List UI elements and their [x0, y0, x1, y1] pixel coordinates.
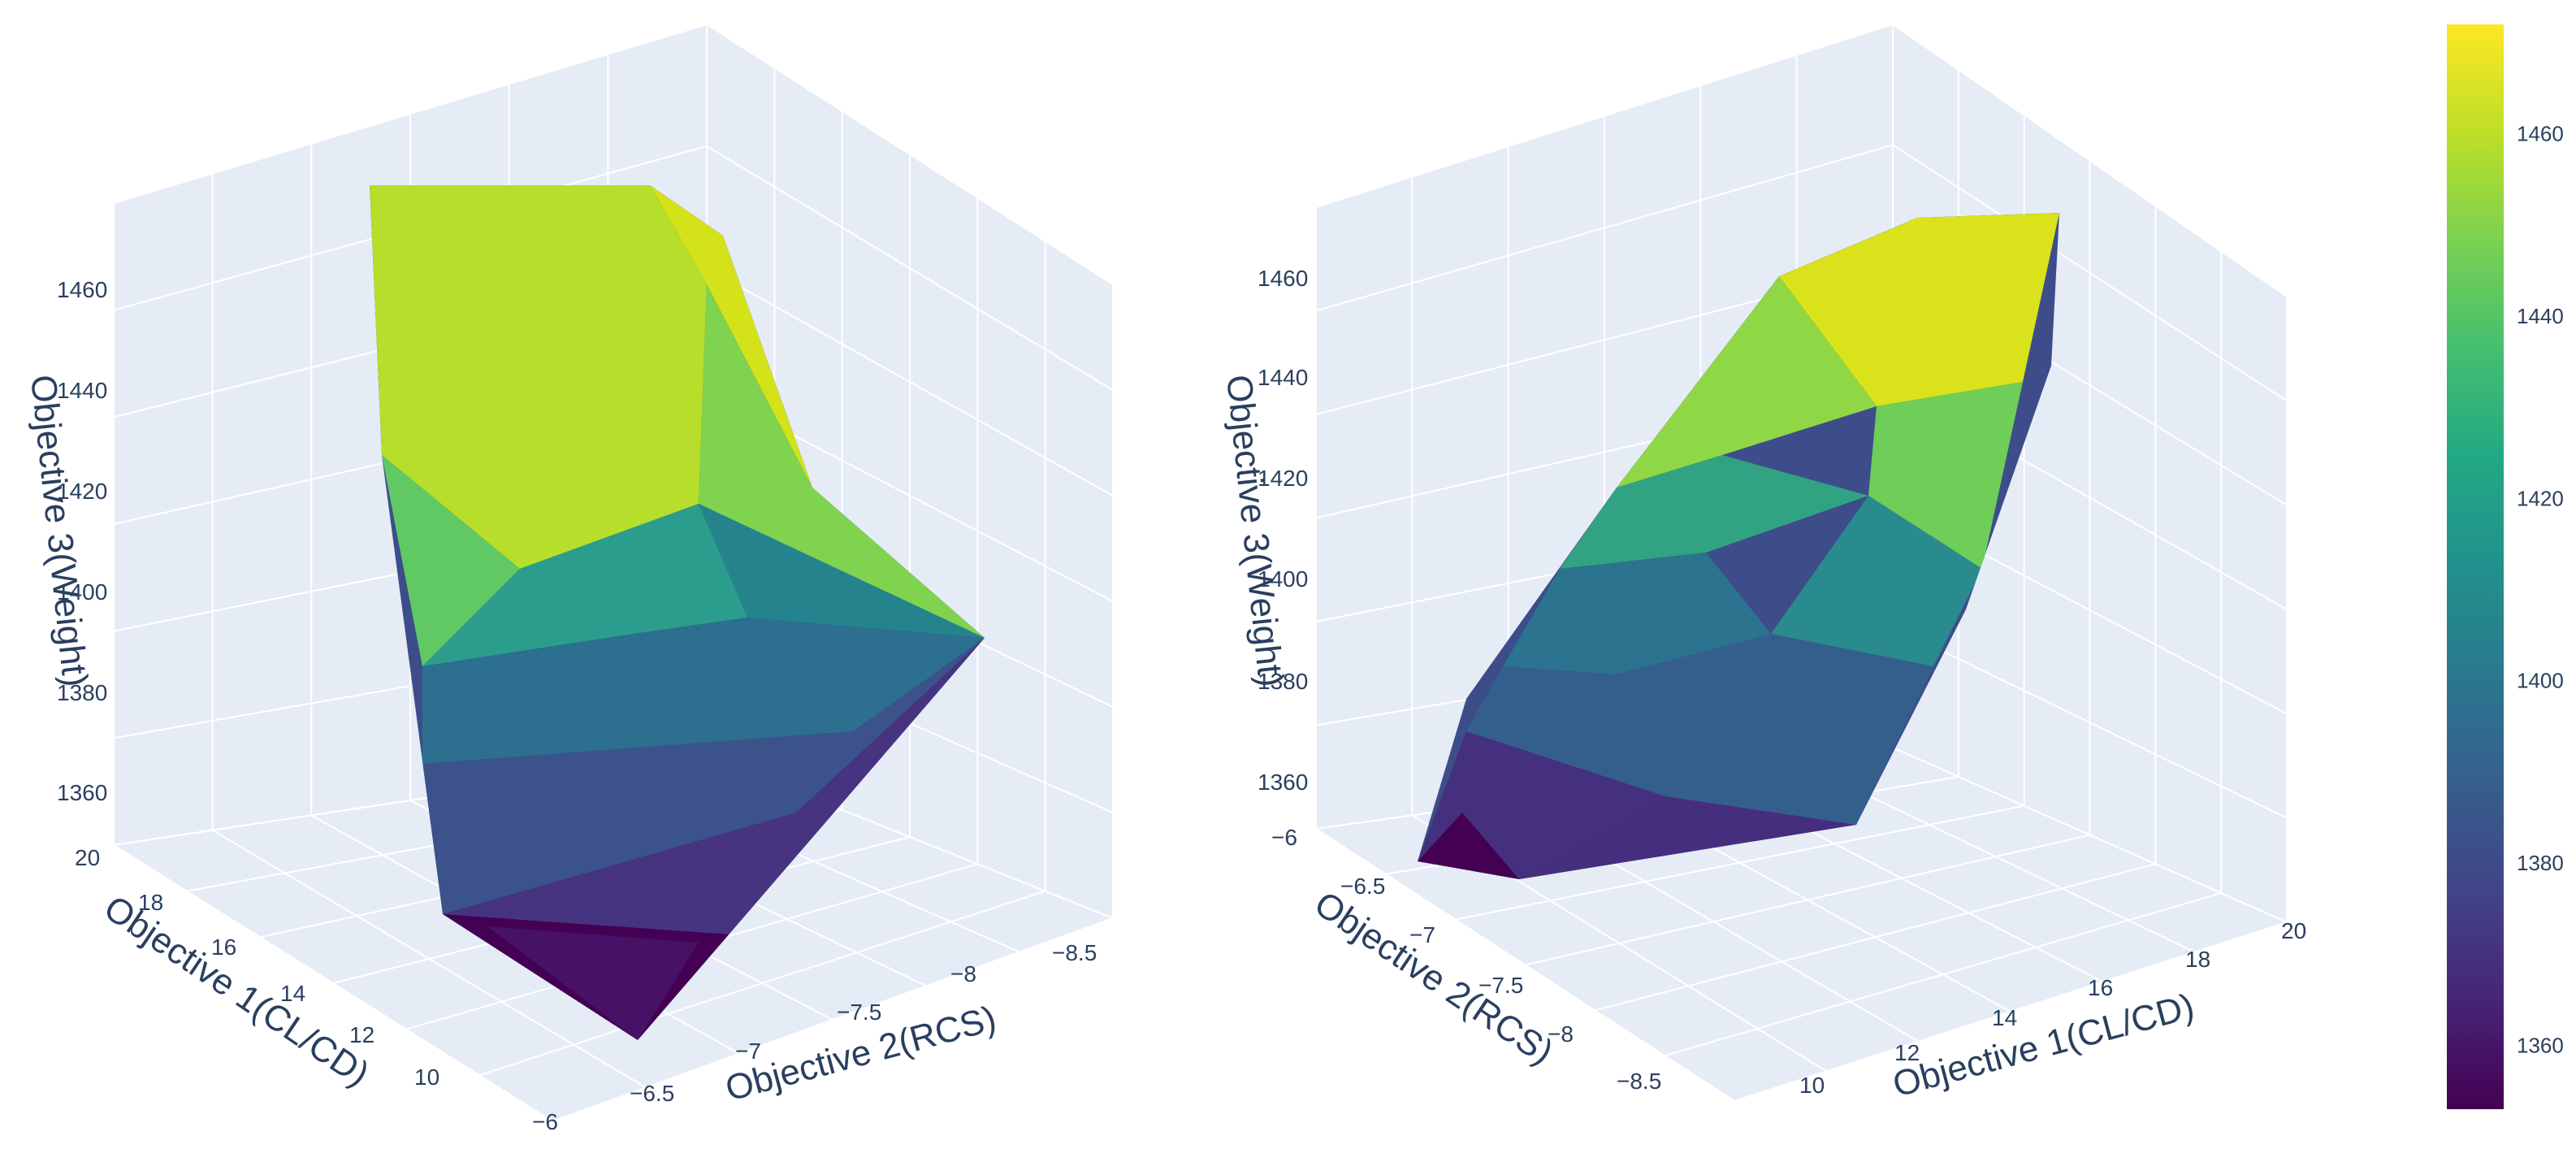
tick-label: 16 — [211, 934, 236, 960]
tick-label: 1380 — [1258, 669, 1308, 694]
colorbar-tick-label: 1360 — [2517, 1033, 2564, 1057]
tick-label: 20 — [75, 845, 100, 870]
tick-label: −7.5 — [1478, 973, 1523, 998]
facet — [422, 638, 985, 914]
colorbar-ticks: 1360 1380 1400 1420 1440 1460 — [2517, 122, 2564, 1058]
tick-label: 20 — [2281, 918, 2306, 943]
gridline — [1664, 892, 2222, 1057]
facet — [443, 638, 985, 934]
facet — [422, 618, 985, 764]
tick-label: 16 — [2088, 975, 2113, 1000]
facet — [699, 504, 985, 638]
gridline — [478, 890, 1046, 1077]
left-surface — [370, 185, 985, 1040]
tick-label: 12 — [1894, 1040, 1920, 1065]
facet — [699, 284, 985, 638]
tick-label: 1460 — [1258, 266, 1308, 291]
tick-label: 10 — [414, 1064, 439, 1090]
tick-label: 1380 — [57, 680, 107, 705]
right-x-ticks: 10 12 14 16 18 20 — [1799, 918, 2306, 1098]
tick-label: 1400 — [57, 579, 107, 605]
colorbar: 1360 1380 1400 1420 1440 1460 — [2447, 24, 2564, 1109]
facet — [1519, 796, 1856, 879]
colorbar-tick-label: 1420 — [2517, 486, 2564, 510]
colorbar-gradient — [2447, 24, 2504, 1109]
facet — [1771, 496, 1982, 666]
facet — [1868, 382, 2023, 569]
tick-label: −7 — [1409, 922, 1435, 947]
left-z-ticks: 1360 1380 1400 1420 1440 1460 — [57, 277, 107, 805]
colorbar-tick-label: 1400 — [2517, 669, 2564, 693]
facet — [1466, 634, 1933, 825]
tick-label: −8.5 — [1617, 1069, 1661, 1094]
tick-label: 1420 — [57, 479, 107, 504]
tick-label: −8 — [1548, 1021, 1574, 1047]
tick-label: −8 — [950, 961, 976, 986]
tick-label: 14 — [1992, 1005, 2017, 1030]
tick-label: 10 — [1799, 1073, 1825, 1098]
left-y-ticks: −6.5 −7 −7.5 −8 −8.5 — [630, 940, 1097, 1106]
tick-label: 12 — [349, 1022, 374, 1047]
scene-left: 1360 1380 1400 1420 1440 1460 20 18 16 1… — [23, 24, 1114, 1134]
facet — [1617, 276, 1877, 488]
right-z-axis-title: Objective 3(Weight) — [1219, 373, 1291, 689]
tick-label: 1440 — [57, 378, 107, 403]
tick-label: −6 — [1271, 825, 1297, 850]
scene-right: 1360 1380 1400 1420 1440 1460 −6 −6.5 −7… — [1219, 24, 2306, 1105]
tick-label: 1440 — [1258, 365, 1308, 390]
colorbar-tick-label: 1440 — [2517, 304, 2564, 328]
facet — [1418, 813, 1519, 879]
right-z-ticks: 1360 1380 1400 1420 1440 1460 — [1258, 266, 1308, 795]
facet — [1560, 455, 1868, 569]
facet — [1503, 553, 1771, 674]
left-z-axis-title: Objective 3(Weight) — [23, 373, 95, 689]
facet — [1779, 213, 2059, 406]
tick-label: 18 — [138, 890, 163, 915]
tick-label: −7 — [735, 1038, 761, 1064]
colorbar-tick-label: 1460 — [2517, 122, 2564, 146]
tick-label: 1460 — [57, 277, 107, 302]
facet — [382, 455, 520, 666]
tick-label: −6 — [532, 1109, 558, 1134]
tick-label: 1420 — [1258, 466, 1308, 491]
gridline — [552, 917, 1114, 1122]
facet — [422, 504, 747, 666]
facet — [487, 926, 699, 1040]
gridline — [1892, 747, 2288, 923]
facet — [370, 185, 707, 569]
tick-label: −7.5 — [837, 999, 881, 1025]
tick-label: 1360 — [57, 780, 107, 805]
tick-label: 14 — [280, 981, 305, 1006]
tick-label: −8.5 — [1052, 940, 1097, 965]
right-y-ticks: −6 −6.5 −7 −7.5 −8 −8.5 — [1271, 825, 1661, 1094]
colorbar-tick-label: 1380 — [2517, 851, 2564, 875]
gridline — [1734, 921, 2288, 1102]
left-x-ticks: 20 18 16 14 12 10 — [75, 845, 439, 1090]
tick-label: 1360 — [1258, 770, 1308, 795]
tick-label: −6.5 — [630, 1081, 674, 1106]
tick-label: 18 — [2185, 947, 2210, 972]
tick-label: 1400 — [1258, 566, 1308, 592]
tick-label: −6.5 — [1340, 874, 1385, 899]
